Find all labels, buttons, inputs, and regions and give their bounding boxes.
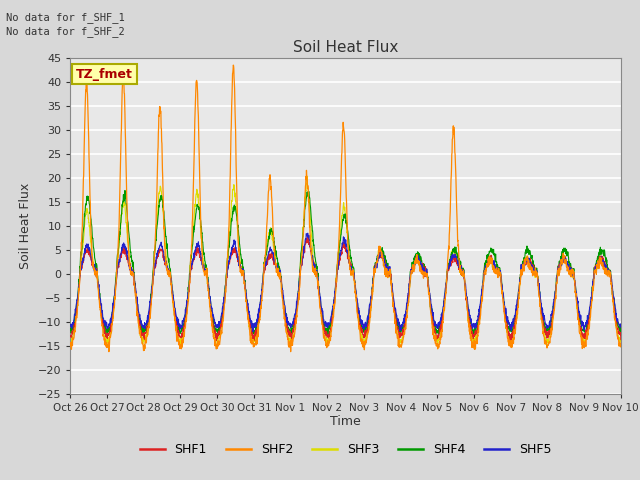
Text: No data for f_SHF_1: No data for f_SHF_1 <box>6 12 125 23</box>
X-axis label: Time: Time <box>330 415 361 429</box>
Text: No data for f_SHF_2: No data for f_SHF_2 <box>6 26 125 37</box>
Y-axis label: Soil Heat Flux: Soil Heat Flux <box>19 182 32 269</box>
Text: TZ_fmet: TZ_fmet <box>76 68 132 81</box>
Legend: SHF1, SHF2, SHF3, SHF4, SHF5: SHF1, SHF2, SHF3, SHF4, SHF5 <box>134 438 557 461</box>
Title: Soil Heat Flux: Soil Heat Flux <box>293 40 398 55</box>
